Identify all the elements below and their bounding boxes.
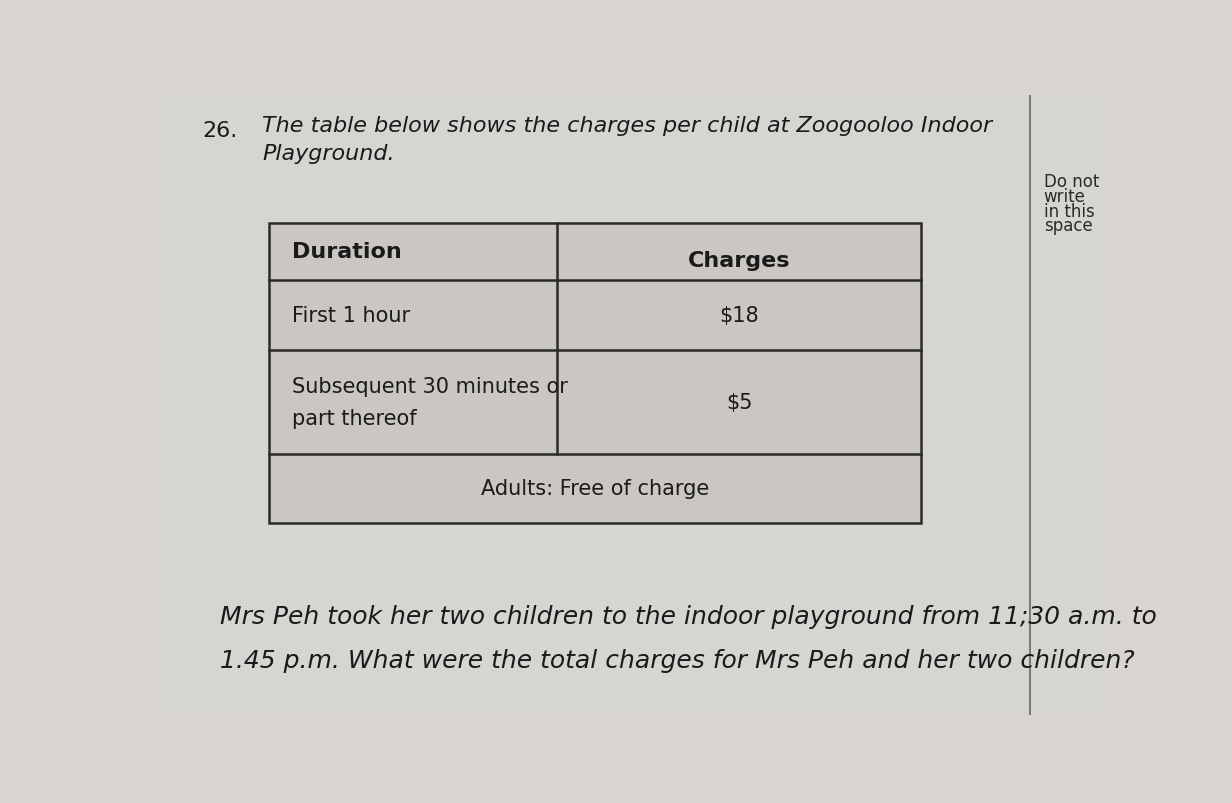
Text: Duration: Duration bbox=[292, 242, 402, 262]
Text: The table below shows the charges per child at Zoogooloo Indoor: The table below shows the charges per ch… bbox=[262, 116, 993, 136]
Text: First 1 hour: First 1 hour bbox=[292, 306, 410, 325]
Text: write: write bbox=[1044, 188, 1085, 206]
Text: $18: $18 bbox=[719, 306, 759, 325]
Bar bbox=[269, 223, 922, 524]
Text: in this: in this bbox=[1044, 202, 1094, 221]
Text: Adults: Free of charge: Adults: Free of charge bbox=[480, 479, 710, 499]
Text: 26.: 26. bbox=[202, 121, 238, 141]
Text: 1.45 p.m. What were the total charges for Mrs Peh and her two children?: 1.45 p.m. What were the total charges fo… bbox=[219, 649, 1135, 672]
Text: Playground.: Playground. bbox=[262, 144, 395, 164]
Text: $5: $5 bbox=[726, 392, 753, 412]
Text: Mrs Peh took her two children to the indoor playground from 11;30 a.m. to: Mrs Peh took her two children to the ind… bbox=[219, 604, 1157, 628]
Text: Charges: Charges bbox=[687, 251, 791, 271]
Text: space: space bbox=[1044, 217, 1093, 235]
Bar bbox=[269, 223, 922, 524]
Text: Subsequent 30 minutes or: Subsequent 30 minutes or bbox=[292, 377, 568, 397]
Text: part thereof: part thereof bbox=[292, 409, 416, 429]
Text: Do not: Do not bbox=[1044, 173, 1099, 191]
